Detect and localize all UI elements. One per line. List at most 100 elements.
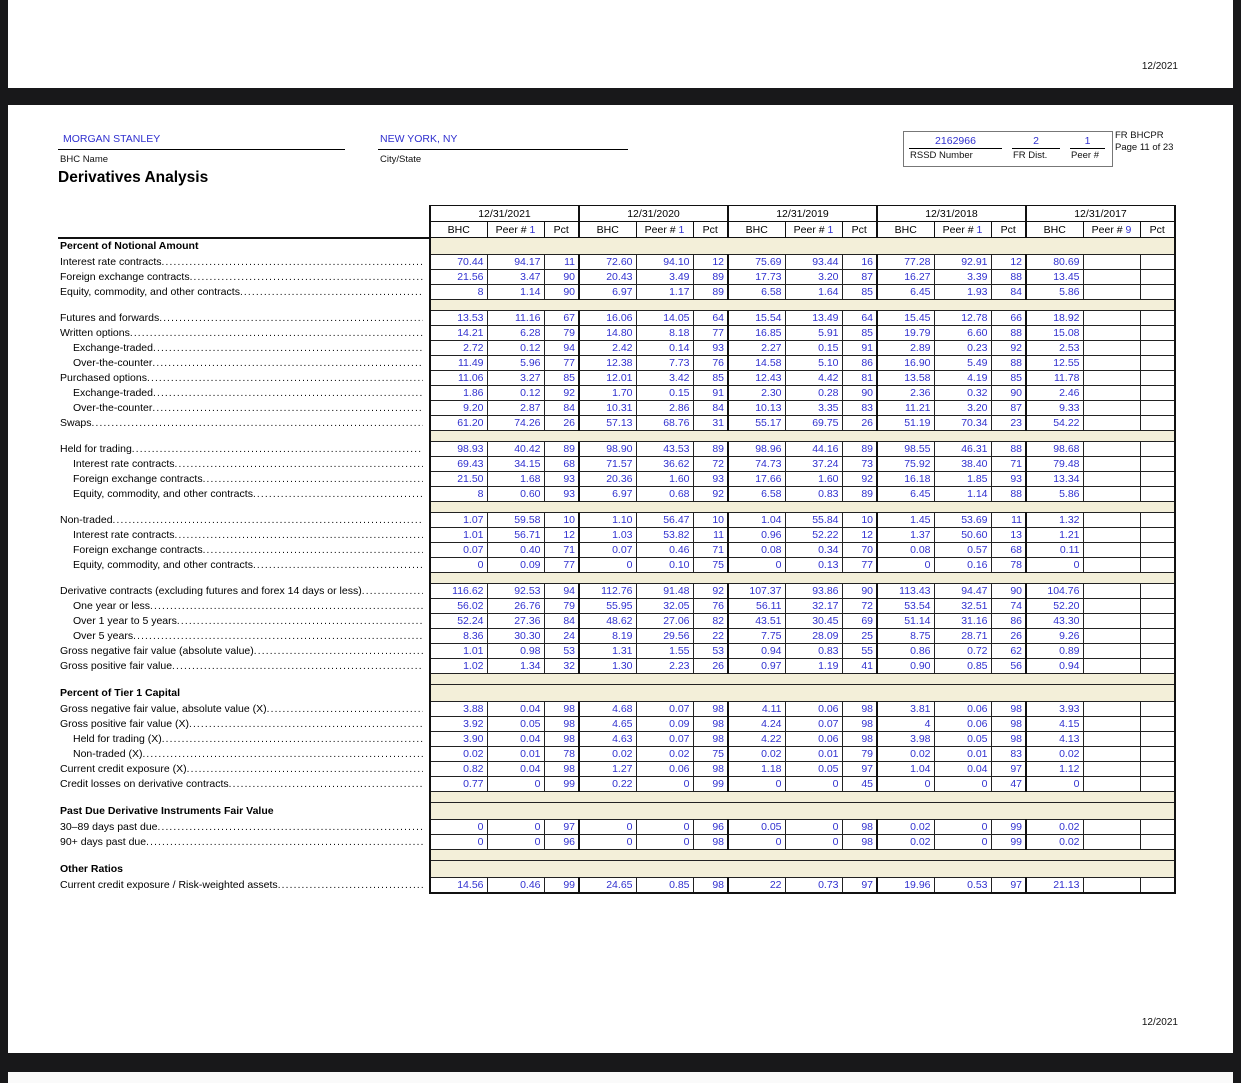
value-cell: 87: [841, 269, 878, 285]
rssd-label: RSSD Number: [910, 150, 973, 161]
value-cell: 0.83: [784, 643, 843, 659]
value-cell: 56.11: [727, 598, 786, 614]
value-cell: 10: [692, 512, 729, 528]
value-cell: [1139, 325, 1176, 341]
value-cell: 53.54: [876, 598, 935, 614]
value-cell: [1139, 486, 1176, 502]
value-cell: 55: [841, 643, 878, 659]
bhc-column-header: BHC: [727, 221, 786, 238]
value-cell: 83: [990, 746, 1027, 762]
table-row: Exchange-traded2.720.12942.420.14932.270…: [58, 340, 1176, 356]
value-cell: 0.05: [486, 716, 545, 732]
value-cell: [1082, 701, 1141, 717]
value-cell: 0.77: [429, 776, 488, 792]
value-cell: 0.06: [784, 731, 843, 747]
value-cell: 99: [543, 776, 580, 792]
value-cell: 0.15: [635, 385, 694, 401]
value-cell: 26.76: [486, 598, 545, 614]
value-cell: [1139, 643, 1176, 659]
spacer-row: [58, 673, 1176, 685]
value-cell: [1139, 834, 1176, 850]
value-cell: 8.75: [876, 628, 935, 644]
value-cell: 3.88: [429, 701, 488, 717]
value-cell: 0.01: [784, 746, 843, 762]
value-cell: 5.10: [784, 355, 843, 371]
value-cell: 0.60: [486, 486, 545, 502]
value-cell: 0: [727, 834, 786, 850]
value-cell: 0.06: [933, 716, 992, 732]
value-cell: 1.27: [578, 761, 637, 777]
value-cell: 3.39: [933, 269, 992, 285]
value-cell: 98: [543, 731, 580, 747]
table-row: One year or less56.0226.767955.9532.0576…: [58, 598, 1176, 614]
value-cell: [1139, 456, 1176, 472]
value-cell: 97: [841, 761, 878, 777]
value-cell: 71: [692, 542, 729, 558]
value-cell: 92.53: [486, 583, 545, 599]
value-cell: 0.02: [1025, 834, 1084, 850]
value-cell: 8.36: [429, 628, 488, 644]
dot-leader: [278, 879, 423, 891]
dot-leader: [172, 660, 423, 672]
value-cell: 98: [841, 716, 878, 732]
dot-leader: [147, 372, 423, 384]
value-cell: 77: [543, 557, 580, 573]
value-cell: 0.04: [486, 731, 545, 747]
bhc-column-header: BHC: [578, 221, 637, 238]
value-cell: 0: [429, 834, 488, 850]
value-cell: 9.26: [1025, 628, 1084, 644]
value-cell: 0.89: [1025, 643, 1084, 659]
value-cell: 85: [841, 284, 878, 300]
fr-dist-label: FR Dist.: [1013, 150, 1048, 161]
value-cell: 56.47: [635, 512, 694, 528]
value-cell: 3.98: [876, 731, 935, 747]
dot-leader: [175, 529, 423, 541]
row-label: [58, 674, 430, 685]
dot-leader: [190, 271, 423, 283]
dot-leader: [240, 286, 423, 298]
value-cell: 74.73: [727, 456, 786, 472]
value-cell: 32: [543, 658, 580, 674]
dot-leader: [362, 585, 423, 597]
value-cell: 0: [876, 776, 935, 792]
value-cell: 6.28: [486, 325, 545, 341]
value-cell: 1.68: [486, 471, 545, 487]
spacer-band: [429, 673, 1176, 685]
row-label: Non-traded (X): [58, 747, 430, 762]
value-cell: 72.60: [578, 254, 637, 270]
value-cell: 0.04: [486, 761, 545, 777]
value-cell: [1082, 877, 1141, 894]
value-cell: 56.71: [486, 527, 545, 543]
value-cell: 0: [486, 776, 545, 792]
value-cell: 0.16: [933, 557, 992, 573]
value-cell: 91: [692, 385, 729, 401]
value-cell: 0: [635, 819, 694, 835]
value-cell: 53.69: [933, 512, 992, 528]
value-cell: 15.45: [876, 310, 935, 326]
dot-leader: [150, 600, 423, 612]
peer-column-header: Peer # 1: [486, 221, 545, 238]
value-cell: [1082, 628, 1141, 644]
value-cell: 6.45: [876, 284, 935, 300]
value-cell: 0.06: [635, 761, 694, 777]
value-cell: 96: [543, 834, 580, 850]
value-cell: 92: [692, 583, 729, 599]
city-state-underline: [378, 149, 628, 150]
spacer-row: [58, 849, 1176, 861]
value-cell: 16.18: [876, 471, 935, 487]
value-cell: 0.07: [635, 701, 694, 717]
value-cell: 12.01: [578, 370, 637, 386]
value-cell: [1082, 310, 1141, 326]
table-row: Held for trading (X)3.900.04984.630.0798…: [58, 731, 1176, 747]
value-cell: 55.95: [578, 598, 637, 614]
previous-page-edge: 12/2021: [8, 0, 1233, 88]
table-row: Purchased options11.063.278512.013.42851…: [58, 370, 1176, 386]
value-cell: 19.96: [876, 877, 935, 894]
value-cell: 3.49: [635, 269, 694, 285]
value-cell: 71: [543, 542, 580, 558]
value-cell: 69.43: [429, 456, 488, 472]
dot-leader: [152, 357, 423, 369]
value-cell: 43.53: [635, 441, 694, 457]
value-cell: 1.34: [486, 658, 545, 674]
